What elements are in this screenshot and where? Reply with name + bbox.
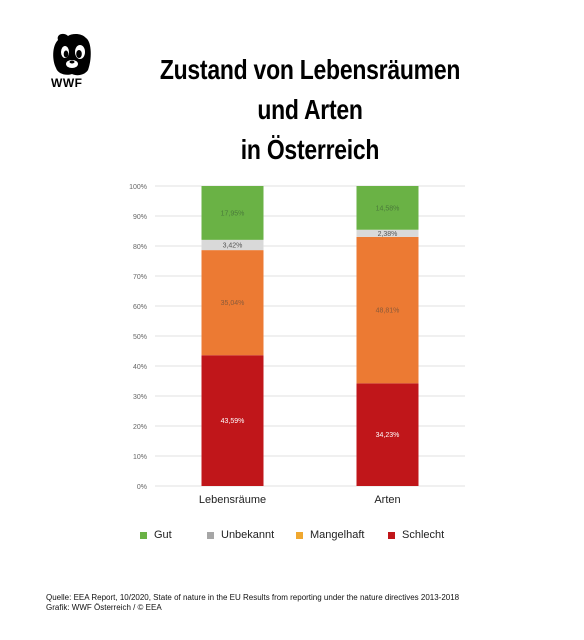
x-category-label: Lebensräume [199,494,266,506]
y-tick-label: 80% [133,244,147,251]
bar-segment-schlecht [356,383,419,486]
bar-segment-gut [201,186,264,240]
y-tick-label: 100% [129,184,147,191]
legend-swatch [388,531,395,539]
data-label: 14,58% [376,205,400,212]
legend-item-schlecht: Schlecht [388,529,444,541]
data-label: 2,38% [378,231,398,238]
bar-segment-unbekannt [201,239,264,251]
legend-swatch [296,531,303,539]
y-tick-label: 10% [133,454,147,461]
chart-legend: Gut Unbekannt Mangelhaft Schlecht [140,529,480,545]
legend-item-mangelhaft: Mangelhaft [296,529,364,541]
legend-label: Gut [154,529,172,541]
wwf-panda-logo [53,33,91,76]
bar-segment-mangelhaft [201,250,264,356]
data-label: 17,95% [221,210,245,217]
bar-segment-mangelhaft [356,236,419,384]
legend-label: Unbekannt [221,529,275,541]
x-category-label: Arten [374,494,400,506]
data-label: 35,04% [221,300,245,307]
credit-line: Grafik: WWF Österreich / © EEA [46,603,162,612]
y-tick-label: 50% [133,334,147,341]
bar-segment-gut [356,186,419,230]
legend-label: Mangelhaft [310,529,365,541]
data-label: 43,59% [221,418,245,425]
y-tick-label: 20% [133,424,147,431]
y-tick-label: 0% [137,484,147,491]
y-tick-label: 40% [133,364,147,371]
data-label: 34,23% [376,432,400,439]
legend-label: Schlecht [402,529,445,541]
data-label: 3,42% [223,242,243,249]
data-label: 48,81% [376,308,400,315]
y-tick-label: 60% [133,304,147,311]
legend-item-gut: Gut [140,529,172,541]
wwf-logo-text: WWF [51,76,83,90]
chart-title-line-1: Zustand von Lebensräumen und Arten [159,54,461,125]
bar-segment-unbekannt [356,229,419,237]
source-line: Quelle: EEA Report, 10/2020, State of na… [46,593,460,602]
chart-title-line-2: in Österreich [240,134,380,165]
chart-title: Zustand von Lebensräumen und Arten in Ös… [138,50,482,170]
source-note: Quelle: EEA Report, 10/2020, State of na… [46,593,459,613]
y-tick-label: 90% [133,214,147,221]
y-tick-label: 30% [133,394,147,401]
stacked-bar-chart: 0% 10% 20% 30% 40% 50% 60% 70% 80% 90% 100% 43,59% 3… [129,184,465,506]
legend-swatch [207,531,214,539]
legend-swatch [140,531,147,539]
y-tick-label: 70% [133,274,147,281]
bar-segment-schlecht [201,355,264,486]
legend-item-unbekannt: Unbekannt [207,529,274,541]
